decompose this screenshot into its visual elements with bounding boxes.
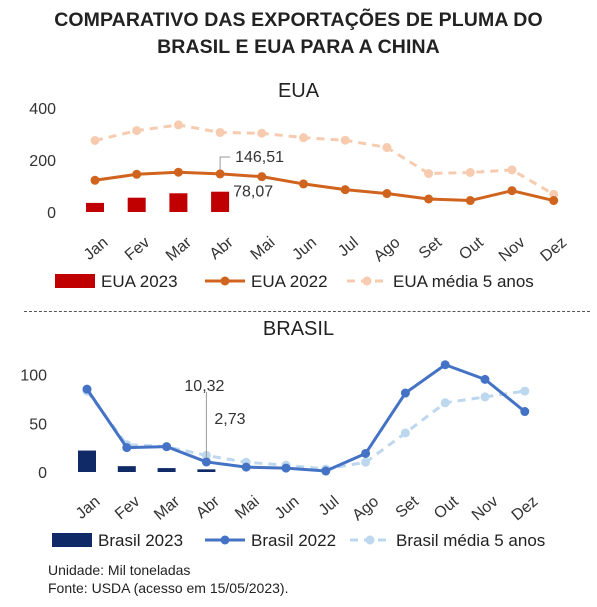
- point-eua-media-5-anos: [382, 143, 392, 153]
- point-eua-media-5-anos: [257, 128, 267, 138]
- data-label: 10,32: [184, 378, 224, 395]
- point-eua-2022: [507, 186, 517, 196]
- legend-label: EUA 2023: [101, 272, 178, 291]
- line-brasil-2022: [85, 363, 526, 473]
- point-eua-media-5-anos: [465, 167, 475, 177]
- point-brasil-2022: [162, 442, 172, 452]
- point-brasil-2022: [281, 463, 291, 473]
- footer-unit: Unidade: Mil toneladas: [48, 562, 191, 578]
- x-tick-label: Set: [393, 493, 423, 522]
- legend-marker: [362, 276, 372, 286]
- legend-marker: [220, 535, 230, 545]
- point-eua-2022: [173, 167, 183, 177]
- y-tick-label: 200: [29, 153, 56, 170]
- point-eua-2022: [549, 196, 559, 206]
- point-eua-2022: [257, 172, 267, 182]
- point-brasil-2022: [400, 388, 410, 398]
- legend-swatch: [55, 274, 95, 288]
- point-eua-media-5-anos: [424, 169, 434, 179]
- x-tick-label: Mai: [232, 493, 263, 523]
- bar-brasil-2023: [117, 466, 136, 472]
- line-eua-media-5-anos: [94, 123, 555, 196]
- legend-label: Brasil 2022: [251, 531, 336, 550]
- legend-marker: [220, 276, 230, 286]
- point-brasil-2022: [122, 443, 132, 453]
- x-tick-label: Jan: [73, 493, 104, 523]
- point-eua-2022: [382, 189, 392, 199]
- x-tick-label: Out: [431, 493, 462, 523]
- point-brasil-2022: [520, 407, 530, 417]
- point-brasil-2022: [201, 457, 211, 467]
- point-eua-2022: [340, 185, 350, 195]
- legend-label: EUA média 5 anos: [393, 272, 534, 291]
- bar-brasil-2023: [157, 468, 176, 472]
- legend-label: Brasil 2023: [98, 531, 183, 550]
- point-brasil-2022: [321, 466, 331, 476]
- chart-title-line-2: BRASIL E EUA PARA A CHINA: [157, 36, 440, 58]
- point-eua-2022: [132, 169, 142, 179]
- legend-marker: [365, 535, 375, 545]
- footer-source: Fonte: USDA (acesso em 15/05/2023).: [48, 580, 289, 596]
- x-tick-label: Fev: [112, 493, 143, 523]
- section-divider: [24, 311, 590, 312]
- point-brasil-2022: [361, 448, 371, 458]
- y-tick-label: 0: [38, 465, 47, 482]
- annotation-leader: [219, 156, 231, 170]
- point-brasil-media-5-anos: [440, 398, 450, 408]
- line-eua-2022: [94, 170, 555, 203]
- point-eua-2022: [215, 169, 225, 179]
- point-eua-media-5-anos: [549, 189, 559, 199]
- data-label: 2,73: [214, 411, 245, 428]
- point-brasil-media-5-anos: [480, 392, 490, 402]
- x-tick-label: Nov: [469, 493, 502, 524]
- point-brasil-2022: [480, 374, 490, 384]
- point-eua-media-5-anos: [132, 126, 142, 136]
- y-tick-label: 100: [20, 368, 47, 385]
- bar-eua-2023: [127, 197, 146, 212]
- point-eua-media-5-anos: [90, 136, 100, 145]
- legend-label: EUA 2022: [251, 272, 328, 291]
- point-eua-2022: [465, 196, 475, 206]
- point-brasil-2022: [440, 360, 450, 370]
- x-tick-label: Jul: [316, 493, 343, 519]
- point-brasil-2022: [241, 462, 251, 472]
- point-eua-2022: [90, 175, 100, 185]
- data-label: 78,07: [233, 184, 273, 201]
- y-tick-label: 400: [29, 101, 56, 118]
- legend-swatch: [52, 533, 92, 547]
- point-brasil-2022: [82, 384, 92, 394]
- x-tick-label: Jun: [272, 493, 303, 523]
- point-eua-media-5-anos: [507, 165, 517, 175]
- x-tick-label: Dez: [509, 493, 542, 524]
- legend-label: Brasil média 5 anos: [396, 531, 545, 550]
- eua-chart-subtitle: EUA: [277, 80, 320, 102]
- bar-brasil-2023: [78, 450, 96, 472]
- point-eua-2022: [299, 179, 308, 189]
- bar-eua-2023: [86, 202, 104, 212]
- brasil-chart-subtitle: BRASIL: [262, 318, 335, 340]
- point-brasil-media-5-anos: [400, 428, 410, 438]
- data-label: 146,51: [235, 149, 284, 166]
- point-brasil-media-5-anos: [520, 386, 530, 396]
- point-eua-media-5-anos: [299, 133, 308, 143]
- x-tick-label: Ago: [349, 493, 382, 524]
- y-tick-label: 0: [47, 205, 56, 222]
- x-tick-label: Abr: [193, 493, 224, 522]
- point-eua-media-5-anos: [215, 127, 225, 137]
- point-eua-2022: [424, 194, 434, 204]
- bar-brasil-2023: [197, 469, 216, 472]
- x-tick-label: Mar: [151, 493, 184, 524]
- point-eua-media-5-anos: [340, 135, 350, 145]
- y-tick-label: 50: [29, 416, 47, 433]
- point-eua-media-5-anos: [173, 120, 183, 130]
- point-brasil-media-5-anos: [361, 457, 371, 467]
- line-brasil-media-5-anos: [85, 389, 526, 471]
- bar-eua-2023: [169, 193, 188, 212]
- chart-title-line-1: COMPARATIVO DAS EXPORTAÇÕES DE PLUMA DO: [54, 9, 543, 31]
- bar-eua-2023: [211, 191, 230, 212]
